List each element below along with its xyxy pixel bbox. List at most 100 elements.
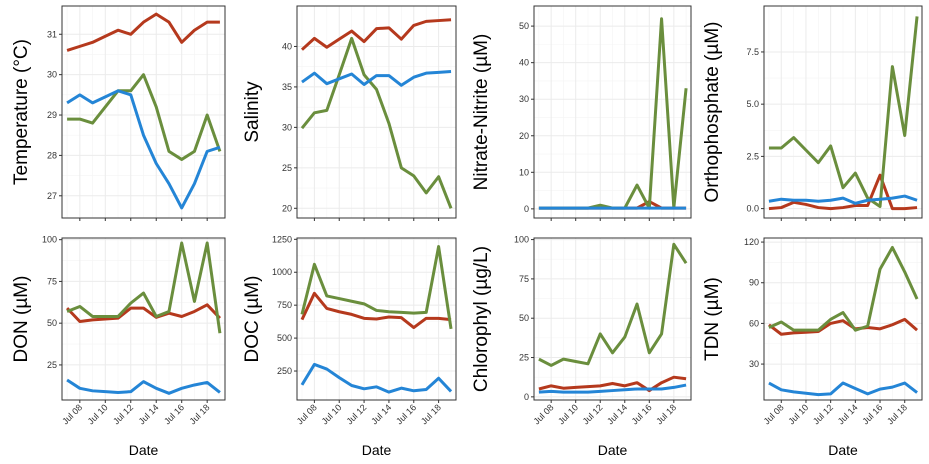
y-tick-label: 40 bbox=[519, 58, 529, 68]
panel-border bbox=[533, 5, 692, 219]
y-axis-title: Nitrate-Nitrite (µM) bbox=[471, 34, 492, 191]
y-tick-label: 30 bbox=[282, 122, 292, 132]
y-axis-title: Salinity bbox=[242, 81, 263, 143]
panel-don-um: 25 50 75 100 Jul 08 Jul 10 Jul 12 Jul 14 Jul 16 J… bbox=[11, 235, 226, 458]
series-line-1 bbox=[768, 173, 918, 211]
x-tick-label: Jul 16 bbox=[630, 402, 654, 426]
x-tick-label: Jul 12 bbox=[811, 402, 835, 426]
y-tick-label: 75 bbox=[47, 276, 57, 286]
y-tick-label: 30 bbox=[47, 70, 57, 80]
series-line-2 bbox=[66, 241, 222, 334]
panel-orthophosphate-um: 0.0 2.5 5.0 7.5 Orthophosphate (µM) bbox=[702, 5, 923, 221]
y-tick-label: 750 bbox=[277, 300, 292, 310]
x-tick-label: Jul 10 bbox=[86, 402, 110, 426]
y-tick-label: 0 bbox=[524, 204, 529, 214]
x-axis-title: Date bbox=[362, 442, 392, 458]
y-tick-label: 30 bbox=[519, 94, 529, 104]
y-tick-label: 30 bbox=[749, 359, 759, 369]
x-tick-label: Jul 16 bbox=[860, 402, 884, 426]
x-tick-label: Jul 18 bbox=[885, 402, 909, 426]
y-tick-label: 90 bbox=[749, 278, 759, 288]
x-tick-label: Jul 08 bbox=[532, 402, 556, 426]
series-line-1 bbox=[300, 18, 452, 51]
series-line-1 bbox=[66, 303, 221, 324]
panel-temperature-c: 27 28 29 30 31 Temperature (°C) bbox=[11, 5, 226, 221]
series-line-1 bbox=[768, 317, 919, 336]
y-tick-label: 1000 bbox=[272, 267, 292, 277]
x-tick-label: Jul 16 bbox=[162, 402, 186, 426]
panel-border bbox=[296, 237, 457, 401]
series-line-3 bbox=[768, 194, 918, 205]
series-line-1 bbox=[66, 12, 220, 52]
y-tick-label: 5.0 bbox=[746, 99, 759, 109]
y-tick-label: 50 bbox=[519, 313, 529, 323]
x-tick-label: Jul 12 bbox=[111, 402, 135, 426]
y-axis-title: Chlorophyl (µg/L) bbox=[471, 246, 492, 392]
panel-tdn-um: 30 60 90 120 Jul 08 Jul 10 Jul 12 Jul 14 Jul 16 J… bbox=[702, 237, 923, 458]
x-tick-label: Jul 14 bbox=[137, 402, 161, 426]
y-tick-label: 0.0 bbox=[746, 204, 759, 214]
y-tick-label: 20 bbox=[519, 131, 529, 141]
y-axis-title: DON (µM) bbox=[11, 276, 32, 363]
x-tick-label: Jul 18 bbox=[654, 402, 678, 426]
series-line-2 bbox=[67, 73, 222, 161]
series-line-1 bbox=[300, 291, 452, 330]
series-line-3 bbox=[300, 362, 453, 394]
series-line-3 bbox=[538, 383, 687, 394]
x-axis-title: Date bbox=[129, 442, 159, 458]
x-tick-label: Jul 16 bbox=[394, 402, 418, 426]
y-tick-label: 20 bbox=[282, 203, 292, 213]
x-tick-label: Jul 10 bbox=[786, 402, 810, 426]
panel-chlorophyl-ug-l: 0 25 50 75 100 Jul 08 Jul 10 Jul 12 Jul 14 Jul 16… bbox=[471, 235, 692, 458]
panel-border bbox=[296, 5, 457, 219]
y-tick-label: 50 bbox=[519, 21, 529, 31]
x-axis-title: Date bbox=[598, 442, 628, 458]
y-tick-label: 28 bbox=[47, 150, 57, 160]
x-tick-label: Jul 18 bbox=[419, 402, 443, 426]
series-line-2 bbox=[300, 245, 453, 330]
x-tick-label: Jul 14 bbox=[836, 402, 860, 426]
y-tick-label: 25 bbox=[282, 163, 292, 173]
x-tick-label: Jul 14 bbox=[605, 402, 629, 426]
panel-border bbox=[763, 5, 923, 219]
panel-border bbox=[61, 5, 226, 219]
panel-nitrate-nitrite-um: 0 10 20 30 40 50 Nitrate-Nitrite (µM) bbox=[471, 5, 692, 221]
y-tick-label: 500 bbox=[277, 333, 292, 343]
x-tick-label: Jul 12 bbox=[344, 402, 368, 426]
y-axis-title: TDN (µM) bbox=[702, 277, 723, 361]
y-axis-title: Orthophosphate (µM) bbox=[702, 22, 723, 203]
x-tick-label: Jul 10 bbox=[320, 402, 344, 426]
y-tick-label: 40 bbox=[282, 41, 292, 51]
y-tick-label: 35 bbox=[282, 82, 292, 92]
x-tick-label: Jul 18 bbox=[188, 402, 212, 426]
panel-salinity: 20 25 30 35 40 Salinity bbox=[242, 5, 457, 221]
y-tick-label: 60 bbox=[749, 318, 759, 328]
series-line-1 bbox=[538, 375, 687, 393]
series-line-3 bbox=[768, 381, 918, 397]
y-tick-label: 50 bbox=[47, 318, 57, 328]
x-tick-label: Jul 14 bbox=[369, 402, 393, 426]
x-tick-label: Jul 08 bbox=[295, 402, 319, 426]
series-line-3 bbox=[66, 89, 221, 210]
series-line-3 bbox=[66, 378, 221, 395]
y-tick-label: 10 bbox=[519, 167, 529, 177]
y-tick-label: 0 bbox=[524, 392, 529, 402]
y-tick-label: 31 bbox=[47, 29, 57, 39]
y-tick-label: 100 bbox=[514, 235, 529, 245]
y-axis-title: Temperature (°C) bbox=[11, 39, 32, 185]
panel-border bbox=[763, 237, 923, 401]
y-tick-label: 29 bbox=[47, 110, 57, 120]
x-tick-label: Jul 10 bbox=[556, 402, 580, 426]
panel-border bbox=[533, 237, 692, 401]
x-axis-title: Date bbox=[828, 442, 858, 458]
y-tick-label: 25 bbox=[519, 353, 529, 363]
series-line-2 bbox=[300, 36, 453, 209]
y-axis-title: DOC (µM) bbox=[242, 276, 263, 363]
x-tick-label: Jul 12 bbox=[581, 402, 605, 426]
panel-border bbox=[61, 237, 226, 401]
series-line-2 bbox=[768, 245, 919, 332]
y-tick-label: 7.5 bbox=[746, 47, 759, 57]
series-line-2 bbox=[768, 16, 919, 209]
